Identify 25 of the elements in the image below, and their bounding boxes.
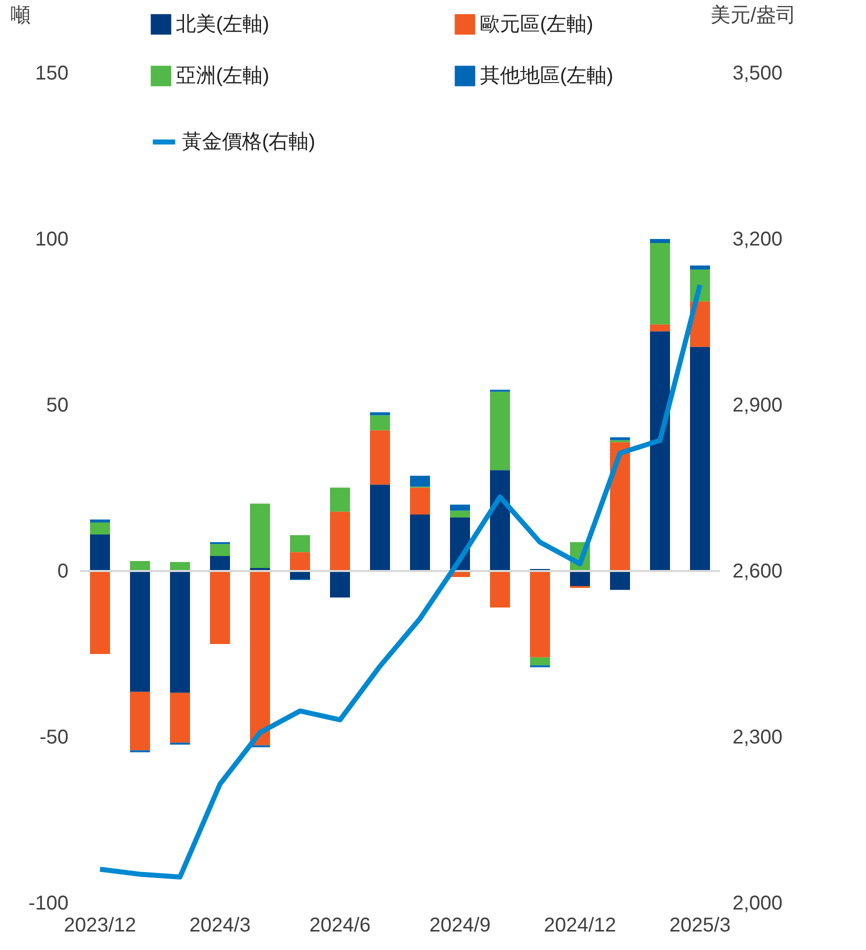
y-tick-label: 0 xyxy=(57,560,68,582)
x-tick-label: 2024/3 xyxy=(189,914,251,936)
y2-tick-label: 3,500 xyxy=(732,62,783,84)
x-tick-label: 2023/12 xyxy=(64,914,136,936)
legend-label: 歐元區(左軸) xyxy=(480,13,594,36)
y-tick-label: -100 xyxy=(28,892,68,914)
legend-label: 黃金價格(右軸) xyxy=(182,131,316,153)
y-tick-label: 150 xyxy=(35,62,68,84)
y2-tick-label: 2,600 xyxy=(732,560,783,582)
y2-tick-label: 2,000 xyxy=(732,892,783,914)
x-tick-label: 2024/9 xyxy=(429,914,491,936)
y2-tick-label: 2,900 xyxy=(732,394,783,416)
x-tick-label: 2025/3 xyxy=(669,914,731,936)
y-tick-label: -50 xyxy=(40,726,68,748)
y-axis-title: 噸 xyxy=(10,4,30,26)
y2-axis-title: 美元/盎司 xyxy=(710,4,796,26)
y2-tick-label: 2,300 xyxy=(732,726,783,748)
x-tick-label: 2024/12 xyxy=(544,914,616,936)
y-tick-label: 100 xyxy=(35,228,68,250)
legend-label: 北美(左軸) xyxy=(176,12,270,36)
x-tick-label: 2024/6 xyxy=(309,914,371,936)
y-tick-label: 50 xyxy=(46,394,68,416)
legend-label: 亞洲(左軸) xyxy=(176,65,270,87)
y2-tick-label: 3,200 xyxy=(732,228,783,250)
legend-label: 其他地區(左軸) xyxy=(480,65,614,87)
